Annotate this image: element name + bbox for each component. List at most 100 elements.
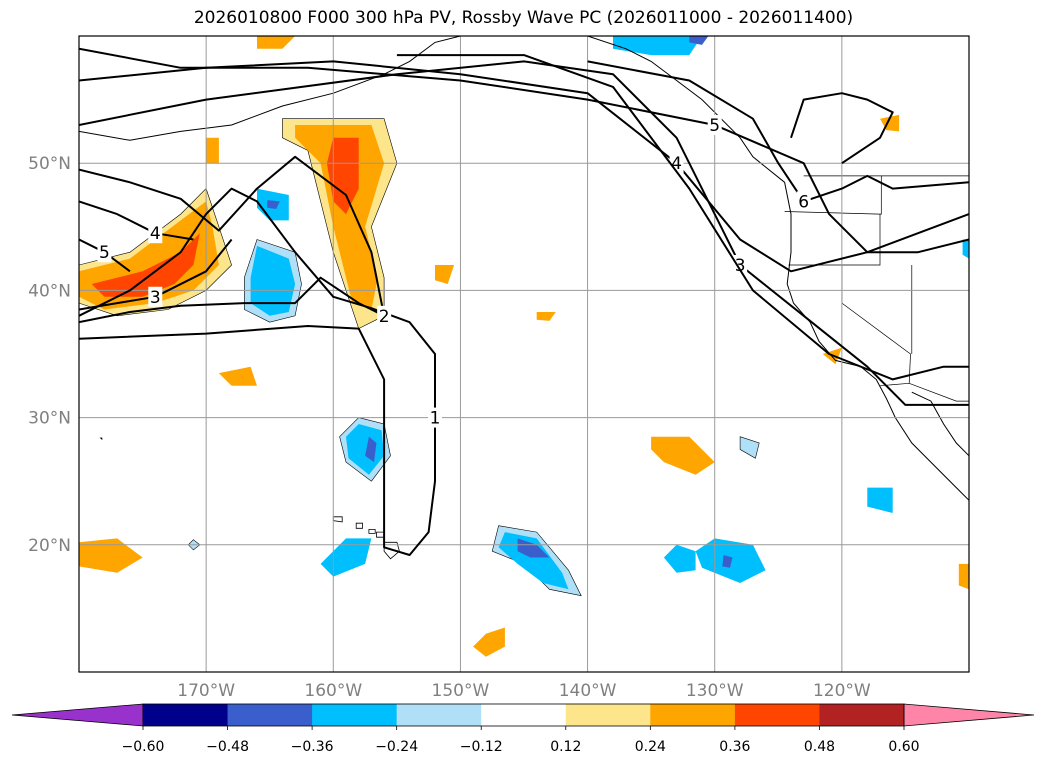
contour-label: 3	[150, 288, 161, 308]
pv-anomaly-region	[79, 538, 143, 573]
pv-anomaly-region	[257, 36, 296, 49]
pv-anomaly-region	[651, 436, 715, 475]
border-line	[879, 382, 969, 402]
coastlines	[79, 36, 969, 560]
contour-label-bg	[796, 191, 811, 212]
colorbar-segment	[481, 704, 567, 726]
border-line	[784, 211, 881, 266]
pv-anomaly-region	[365, 436, 377, 463]
pv-anomaly-region	[295, 125, 385, 310]
pv-contours: 1 2 3 4 5 5 4 6 3	[79, 47, 969, 556]
pv-anomaly-region	[250, 245, 296, 316]
pv-shading	[79, 36, 969, 657]
coastline	[911, 391, 969, 457]
pv-anomaly-region	[326, 137, 359, 215]
colorbar-frame	[142, 703, 905, 727]
pv-anomaly-region	[218, 366, 257, 386]
contour-label: 4	[150, 224, 161, 244]
pv-anomaly-region	[613, 36, 702, 56]
pv-contour-line	[79, 200, 194, 241]
pv-anomaly-region	[498, 532, 569, 590]
pv-contour-line	[79, 60, 969, 406]
colorbar-extend-high	[903, 703, 1035, 727]
contour-label-bg	[148, 223, 163, 244]
colorbar-tick-label: −0.12	[460, 739, 503, 755]
coastline	[587, 36, 969, 501]
island	[368, 529, 376, 534]
colorbar-tick-label: −0.48	[206, 739, 249, 755]
lat-tick-label: 30°N	[28, 409, 71, 429]
colorbar-tick-label: 0.12	[550, 739, 581, 755]
pv-anomaly-region	[962, 239, 969, 259]
pv-anomaly-region	[867, 487, 893, 513]
pv-anomaly-region	[91, 233, 200, 297]
colorbar-tick-label: −0.36	[291, 739, 334, 755]
pv-anomaly-region	[267, 200, 280, 209]
latitude-labels: 50°N 40°N 30°N 20°N	[28, 154, 71, 556]
lat-tick-label: 20°N	[28, 536, 71, 556]
chart-title: 2026010800 F000 300 hPa PV, Rossby Wave …	[193, 8, 854, 28]
colorbar-tick-label: 0.36	[719, 739, 750, 755]
map-plot-area: 1 2 3 4 5 5 4 6 3	[79, 36, 969, 672]
contour-label-bg	[377, 305, 392, 326]
pv-anomaly-region	[663, 544, 696, 573]
pv-anomaly-region	[473, 627, 505, 657]
contour-label: 3	[735, 256, 746, 276]
pv-contour-line	[79, 155, 386, 324]
lat-tick-label: 40°N	[28, 281, 71, 301]
island	[383, 541, 400, 560]
colorbar-tick-label: −0.24	[375, 739, 418, 755]
lon-tick-label: 130°W	[686, 681, 744, 701]
contour-label-bg	[428, 407, 442, 428]
coastline	[79, 36, 461, 141]
map-frame	[78, 35, 970, 673]
lat-tick-label: 50°N	[28, 154, 71, 174]
colorbar-segment	[650, 704, 736, 726]
pv-anomaly-region	[689, 36, 709, 45]
contour-label-bg	[707, 115, 722, 136]
contour-label: 5	[99, 243, 110, 263]
colorbar-segment	[143, 704, 229, 726]
colorbar: −0.60 −0.48 −0.36 −0.24 −0.12 0.12 0.24 0.36 0.4…	[11, 703, 1035, 755]
colorbar-segment	[227, 704, 313, 726]
island	[355, 522, 363, 529]
contour-label-bg	[97, 242, 112, 263]
colorbar-segment	[312, 704, 398, 726]
colorbar-segment	[819, 704, 905, 726]
contour-label: 4	[671, 154, 682, 174]
pv-anomaly-region	[722, 555, 733, 568]
contour-label: 1	[430, 409, 441, 429]
colorbar-tick-label: −0.60	[122, 739, 165, 755]
colorbar-tick-label: 0.60	[888, 739, 919, 755]
border-line	[880, 175, 882, 215]
contour-label: 2	[379, 307, 390, 327]
colorbar-segment	[396, 704, 482, 726]
contour-label-bg	[148, 286, 163, 307]
pv-contour-line	[79, 60, 969, 273]
colorbar-tick-label: 0.48	[804, 739, 835, 755]
lon-tick-label: 170°W	[177, 681, 235, 701]
pv-anomaly-region	[346, 424, 385, 475]
pv-contour-line	[790, 92, 894, 165]
colorbar-extend-low	[11, 703, 144, 727]
pv-anomaly-region	[206, 137, 219, 164]
gridlines	[79, 36, 969, 672]
pv-anomaly-region	[435, 265, 455, 284]
pv-anomaly-region	[958, 563, 969, 590]
pv-anomaly-region	[536, 312, 556, 321]
lon-tick-label: 150°W	[432, 681, 490, 701]
contour-label-bg	[733, 254, 748, 275]
island	[99, 437, 103, 441]
colorbar-segment	[734, 704, 820, 726]
colorbar-segment	[565, 704, 651, 726]
lon-tick-label: 120°W	[813, 681, 871, 701]
pv-anomaly-region	[880, 114, 900, 132]
pv-anomaly-region	[517, 538, 550, 558]
pv-contour-line	[396, 54, 969, 381]
lon-tick-label: 140°W	[559, 681, 617, 701]
lon-tick-label: 160°W	[304, 681, 362, 701]
pv-anomaly-region	[739, 436, 760, 459]
longitude-labels: 170°W 160°W 150°W 140°W 130°W 120°W	[177, 681, 871, 701]
contour-label: 6	[798, 192, 809, 212]
